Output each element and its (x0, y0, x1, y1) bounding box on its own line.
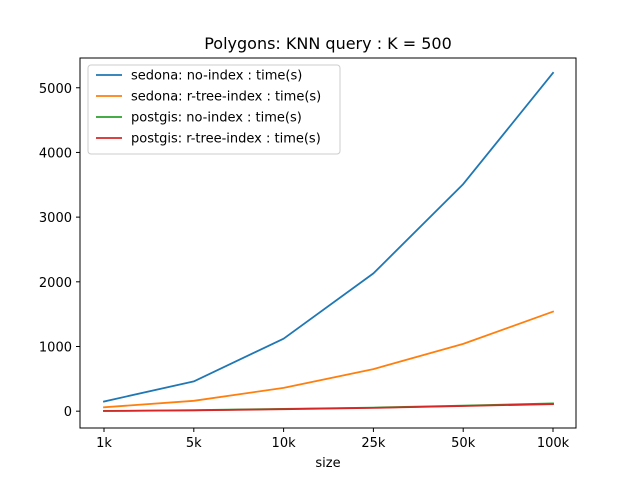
legend-label: postgis: no-index : time(s) (131, 111, 302, 126)
x-tick-label: 5k (186, 436, 202, 451)
chart-title: Polygons: KNN query : K = 500 (204, 34, 452, 53)
y-tick-label: 2000 (39, 276, 72, 291)
y-tick-label: 0 (64, 405, 72, 420)
series-line-1 (102, 71, 555, 403)
legend-box (87, 64, 341, 155)
legend-label: sedona: r-tree-index : time(s) (131, 90, 321, 105)
y-tick-label: 3000 (39, 211, 72, 226)
series-line-2 (103, 310, 555, 409)
y-tick-label: 1000 (39, 340, 72, 355)
legend-label: sedona: no-index : time(s) (131, 69, 302, 84)
x-tick-label: 1k (96, 436, 112, 451)
series-layer (102, 71, 555, 412)
x-tick-label: 50k (451, 436, 476, 451)
x-axis: 1k 5k 10k 25k 50k 100k (96, 428, 570, 451)
legend-label: postgis: r-tree-index : time(s) (131, 132, 321, 147)
plot-frame (79, 57, 577, 429)
legend: sedona: no-index : time(s) sedona: r-tree… (87, 64, 341, 155)
y-tick-label: 4000 (39, 146, 72, 161)
y-tick-label: 5000 (39, 82, 72, 97)
y-axis: 0 1000 2000 3000 4000 5000 (39, 82, 80, 420)
x-axis-label: size (315, 456, 340, 471)
x-tick-label: 100k (537, 436, 570, 451)
series-line-4 (103, 403, 554, 412)
x-tick-label: 25k (361, 436, 386, 451)
x-tick-label: 10k (272, 436, 297, 451)
